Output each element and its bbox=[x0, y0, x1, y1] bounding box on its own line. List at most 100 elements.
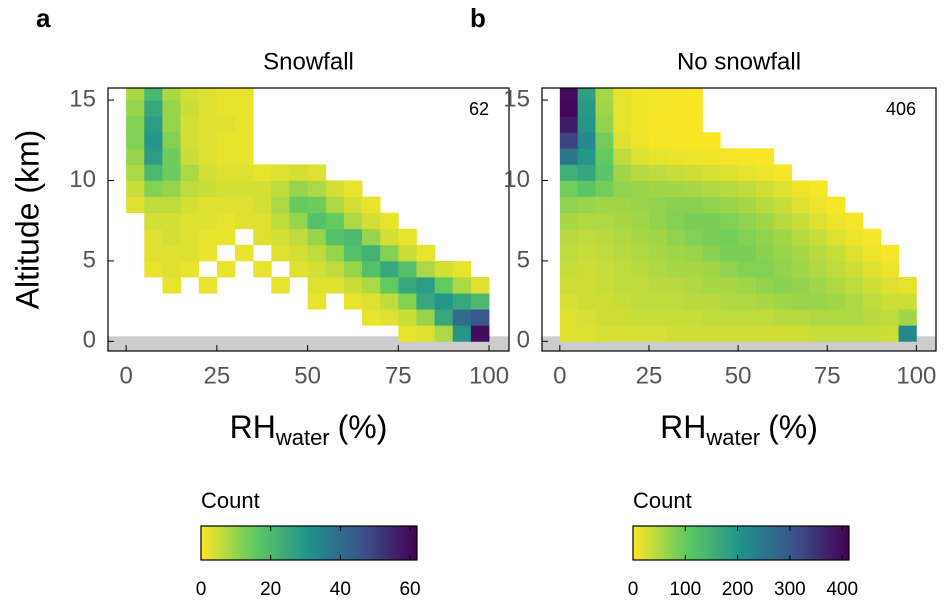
heat-cell bbox=[898, 309, 917, 326]
heat-cell bbox=[773, 196, 792, 214]
heat-cell bbox=[595, 196, 614, 214]
heat-cell bbox=[809, 325, 828, 342]
heat-cell bbox=[162, 212, 181, 230]
heat-cell bbox=[648, 116, 668, 133]
heat-cell bbox=[577, 116, 596, 133]
heat-cell bbox=[253, 260, 272, 278]
heat-cell bbox=[827, 260, 846, 278]
heat-cell bbox=[684, 293, 703, 310]
heat-cell bbox=[398, 309, 417, 326]
heat-cell bbox=[162, 116, 181, 133]
colorbar-tick-label: 60 bbox=[399, 579, 420, 600]
heat-cell bbox=[809, 180, 828, 197]
heat-cell bbox=[809, 196, 828, 214]
heat-cell bbox=[180, 180, 200, 197]
heat-cell bbox=[198, 277, 218, 294]
heat-cell bbox=[666, 116, 686, 133]
heat-cell bbox=[702, 293, 721, 310]
heat-cell bbox=[325, 277, 345, 294]
heat-cell bbox=[631, 164, 650, 181]
heat-cell bbox=[684, 309, 703, 326]
heat-cell bbox=[595, 244, 614, 262]
heat-cell bbox=[434, 260, 454, 278]
heat-cell bbox=[380, 277, 399, 294]
heat-cell bbox=[216, 196, 236, 214]
x-label-sub: water bbox=[705, 425, 760, 450]
heat-cell bbox=[613, 293, 632, 310]
heat-cell bbox=[216, 260, 236, 278]
heat-cell bbox=[343, 260, 363, 278]
heat-cell bbox=[180, 148, 200, 165]
heat-cell bbox=[307, 164, 327, 181]
heat-cell bbox=[577, 228, 596, 246]
x-label-unit: (%) bbox=[768, 409, 818, 445]
heat-cell bbox=[577, 277, 596, 294]
colorbar bbox=[632, 525, 850, 561]
heat-cell bbox=[144, 196, 163, 214]
heat-cell bbox=[648, 228, 668, 246]
heat-cell bbox=[362, 228, 381, 246]
heat-cell bbox=[613, 132, 632, 149]
heat-cell bbox=[845, 260, 864, 278]
panel-letter: a bbox=[36, 3, 51, 33]
heat-cell bbox=[613, 148, 632, 165]
heat-cell bbox=[325, 260, 345, 278]
heat-cell bbox=[631, 212, 650, 230]
heat-cell bbox=[198, 244, 218, 262]
heat-cell bbox=[289, 212, 308, 230]
heat-cell bbox=[235, 164, 254, 181]
heat-cell bbox=[880, 244, 899, 262]
heat-cell bbox=[809, 228, 828, 246]
heat-cell bbox=[755, 228, 775, 246]
heat-cell bbox=[452, 309, 472, 326]
heat-cell bbox=[180, 116, 200, 133]
heat-cell bbox=[648, 309, 668, 326]
heat-cell bbox=[162, 260, 181, 278]
heat-cell bbox=[684, 325, 703, 342]
heat-cell bbox=[307, 228, 327, 246]
heat-cell bbox=[162, 228, 181, 246]
heat-cell bbox=[362, 212, 381, 230]
heat-cell bbox=[325, 212, 345, 230]
heat-cell bbox=[216, 132, 236, 149]
heat-cell bbox=[307, 212, 327, 230]
heat-cell bbox=[470, 325, 490, 342]
heat-cell bbox=[126, 180, 145, 197]
x-tick-label: 100 bbox=[896, 362, 936, 389]
heat-cell bbox=[198, 196, 218, 214]
heat-cell bbox=[648, 164, 668, 181]
heat-cell bbox=[755, 148, 775, 165]
x-axis-label: RHwater (%) bbox=[660, 409, 818, 449]
heat-cell bbox=[470, 293, 490, 310]
x-tick-label: 75 bbox=[814, 362, 841, 389]
heat-cell bbox=[559, 148, 579, 165]
colorbar-tick-label: 200 bbox=[722, 579, 754, 600]
heat-cell bbox=[862, 228, 882, 246]
heat-cell bbox=[271, 212, 290, 230]
heat-cell bbox=[559, 212, 579, 230]
heat-cell bbox=[666, 212, 686, 230]
heat-cell bbox=[613, 228, 632, 246]
x-label-main: RH bbox=[230, 409, 276, 445]
heat-cell bbox=[216, 212, 236, 230]
heat-cell bbox=[271, 196, 290, 214]
panel-title: Snowfall bbox=[263, 48, 354, 75]
heat-cell bbox=[738, 196, 757, 214]
heat-cell bbox=[613, 88, 632, 101]
heat-cell bbox=[180, 132, 200, 149]
heat-cell bbox=[773, 164, 792, 181]
colorbar-tick-label: 0 bbox=[196, 579, 207, 600]
heat-cell bbox=[702, 277, 721, 294]
heat-cell bbox=[845, 277, 864, 294]
heat-cell bbox=[880, 293, 899, 310]
heat-cell bbox=[862, 277, 882, 294]
heat-cell bbox=[398, 260, 417, 278]
heat-cell bbox=[755, 196, 775, 214]
heat-cell bbox=[307, 244, 327, 262]
x-tick-label: 0 bbox=[553, 362, 566, 389]
heat-cell bbox=[613, 244, 632, 262]
heat-cell bbox=[809, 244, 828, 262]
heat-cell bbox=[827, 309, 846, 326]
heat-cell bbox=[720, 277, 739, 294]
